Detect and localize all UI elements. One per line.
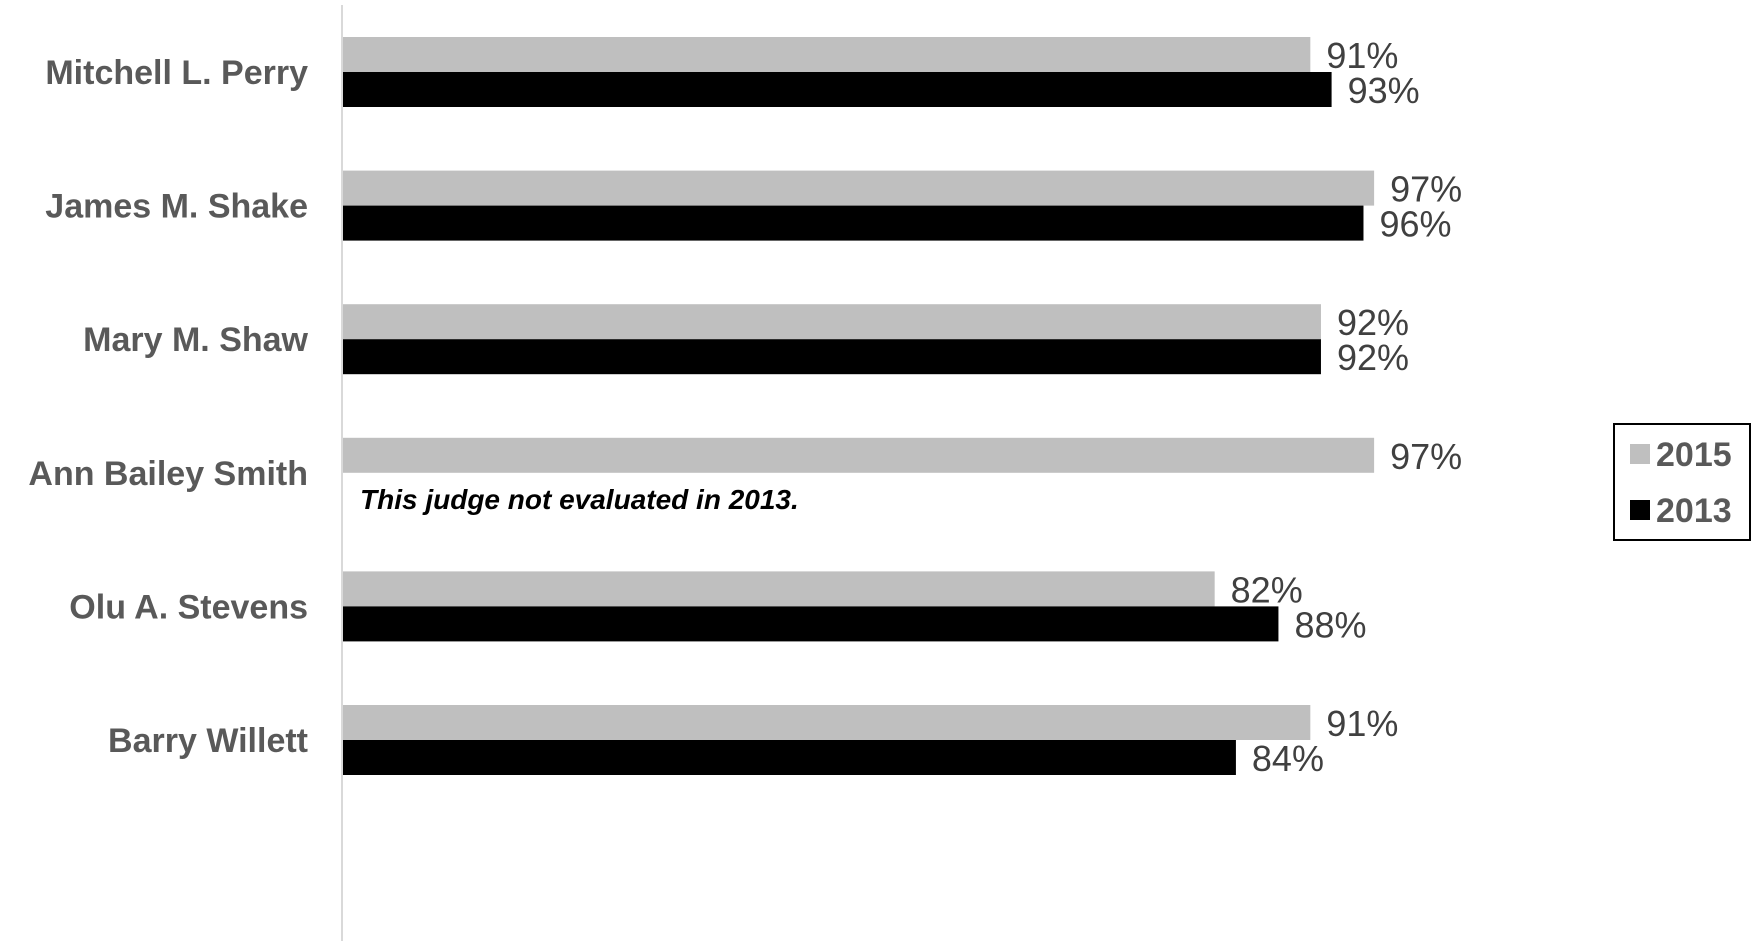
legend-box bbox=[1613, 423, 1751, 541]
category-labels: Mitchell L. Perry James M. Shake Mary M. S… bbox=[28, 54, 308, 760]
bar-mary-m-shaw-2013 bbox=[343, 339, 1321, 375]
value-label-mitchell-l-perry-2015: 91% bbox=[1326, 35, 1398, 76]
bar-mitchell-l-perry-2015 bbox=[343, 37, 1311, 72]
value-labels: 91%93%97%96%92%92%97%82%88%91%84% bbox=[1231, 35, 1463, 779]
bar-james-m-shake-2013 bbox=[343, 205, 1364, 241]
category-label-olu-a-stevens: Olu A. Stevens bbox=[69, 588, 308, 626]
value-label-olu-a-stevens-2015: 82% bbox=[1231, 569, 1303, 610]
bar-ann-bailey-smith-2015 bbox=[343, 437, 1375, 473]
bar-olu-a-stevens-2013 bbox=[343, 606, 1279, 642]
category-label-barry-willett: Barry Willett bbox=[108, 722, 308, 760]
legend-swatch-2015 bbox=[1630, 444, 1650, 464]
bar-james-m-shake-2015 bbox=[343, 170, 1375, 206]
bar-mary-m-shaw-2015 bbox=[343, 304, 1321, 340]
legend-label-2013: 2013 bbox=[1656, 492, 1732, 530]
bar-olu-a-stevens-2015 bbox=[343, 571, 1215, 607]
value-label-olu-a-stevens-2013: 88% bbox=[1294, 604, 1366, 645]
annotation-ann-bailey-smith: This judge not evaluated in 2013. bbox=[360, 484, 799, 515]
value-label-mary-m-shaw-2015: 92% bbox=[1337, 302, 1409, 343]
value-label-barry-willett-2015: 91% bbox=[1326, 703, 1398, 744]
bar-barry-willett-2013 bbox=[343, 740, 1236, 775]
category-label-ann-bailey-smith: Ann Bailey Smith bbox=[28, 455, 308, 493]
value-label-mary-m-shaw-2013: 92% bbox=[1337, 337, 1409, 378]
value-label-james-m-shake-2015: 97% bbox=[1390, 169, 1462, 210]
category-label-james-m-shake: James M. Shake bbox=[45, 188, 308, 226]
value-label-mitchell-l-perry-2013: 93% bbox=[1348, 70, 1420, 111]
category-label-mitchell-l-perry: Mitchell L. Perry bbox=[45, 54, 308, 92]
bar-mitchell-l-perry-2013 bbox=[343, 72, 1332, 107]
bars-group bbox=[343, 37, 1375, 775]
legend-swatch-2013 bbox=[1630, 500, 1650, 520]
category-label-mary-m-shaw: Mary M. Shaw bbox=[83, 321, 308, 359]
value-label-ann-bailey-smith-2015: 97% bbox=[1390, 436, 1462, 477]
annotations: This judge not evaluated in 2013. bbox=[360, 484, 799, 515]
bar-barry-willett-2015 bbox=[343, 705, 1311, 740]
legend: 2015 2013 bbox=[1613, 423, 1751, 541]
legend-label-2015: 2015 bbox=[1656, 436, 1732, 474]
value-label-barry-willett-2013: 84% bbox=[1252, 738, 1324, 779]
value-label-james-m-shake-2013: 96% bbox=[1379, 204, 1451, 245]
